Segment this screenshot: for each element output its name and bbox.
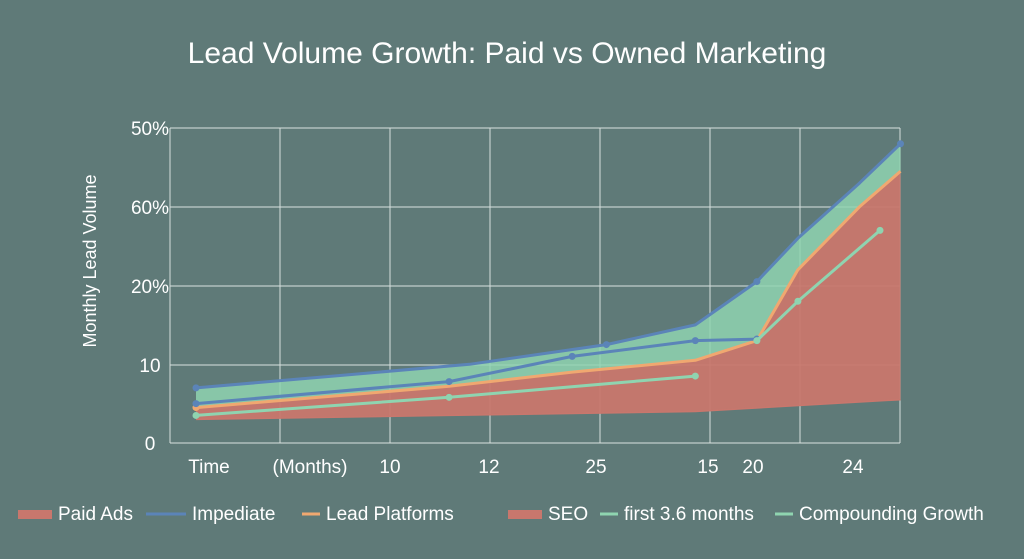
x-tick-label-3: 12 bbox=[478, 457, 499, 478]
y-tick-label-2: 20% bbox=[131, 277, 169, 298]
series-line-red-area-top bbox=[195, 170, 902, 410]
point-green-upper-line-0 bbox=[753, 337, 761, 345]
legend: Paid Ads Impediate Lead Platforms SEO first … bbox=[18, 504, 984, 525]
series-line-green-area-top bbox=[195, 142, 902, 390]
point-green-area-top-3 bbox=[602, 341, 610, 349]
point-blue-mid-line-1 bbox=[445, 378, 453, 386]
series-line-red-area-bottom bbox=[195, 398, 901, 421]
point-green-lower-line-1 bbox=[445, 393, 453, 401]
point-green-upper-line-2 bbox=[876, 226, 884, 234]
x-tick-label-5: 15 bbox=[697, 457, 718, 478]
legend-label-4: first 3.6 months bbox=[624, 504, 754, 525]
grid bbox=[169, 127, 901, 444]
y-tick-label-0: 0 bbox=[145, 434, 156, 455]
x-tick-label-7: 24 bbox=[842, 457, 864, 478]
red-area bbox=[196, 171, 901, 420]
x-tick-label-0: Time bbox=[188, 457, 230, 478]
x-tick-label-6: 20 bbox=[742, 457, 763, 478]
point-green-lower-line-0 bbox=[192, 411, 200, 419]
x-tick-label-2: 10 bbox=[379, 457, 400, 478]
legend-label-0: Paid Ads bbox=[58, 504, 133, 525]
legend-swatch-0 bbox=[18, 510, 52, 519]
green-area bbox=[196, 143, 901, 408]
point-green-area-top-5 bbox=[753, 278, 761, 286]
chart-title: Lead Volume Growth: Paid vs Owned Market… bbox=[188, 37, 827, 70]
legend-label-2: Lead Platforms bbox=[326, 504, 454, 525]
x-tick-label-4: 25 bbox=[585, 457, 606, 478]
y-tick-label-4: 50% bbox=[131, 119, 169, 140]
legend-swatch-3 bbox=[508, 510, 542, 519]
point-blue-mid-line-2 bbox=[568, 352, 576, 360]
point-green-upper-line-1 bbox=[794, 297, 802, 305]
y-tick-label-3: 60% bbox=[131, 198, 169, 219]
areas bbox=[196, 143, 901, 420]
lines bbox=[192, 140, 905, 421]
point-green-area-top-8 bbox=[897, 140, 905, 148]
y-ticks: 0 10 20% 60% 50% bbox=[131, 119, 169, 455]
y-axis-label: Monthly Lead Volume bbox=[80, 174, 100, 347]
point-green-lower-line-2 bbox=[691, 372, 699, 380]
point-blue-mid-line-0 bbox=[192, 400, 200, 408]
point-blue-mid-line-3 bbox=[691, 337, 699, 345]
y-tick-label-1: 10 bbox=[139, 356, 160, 377]
legend-label-3: SEO bbox=[548, 504, 588, 525]
x-ticks: Time (Months) 10 12 25 15 20 24 bbox=[188, 457, 864, 478]
point-green-area-top-0 bbox=[192, 384, 200, 392]
x-tick-label-1: (Months) bbox=[273, 457, 348, 478]
legend-label-5: Compounding Growth bbox=[799, 504, 984, 525]
legend-label-1: Impediate bbox=[192, 504, 275, 525]
